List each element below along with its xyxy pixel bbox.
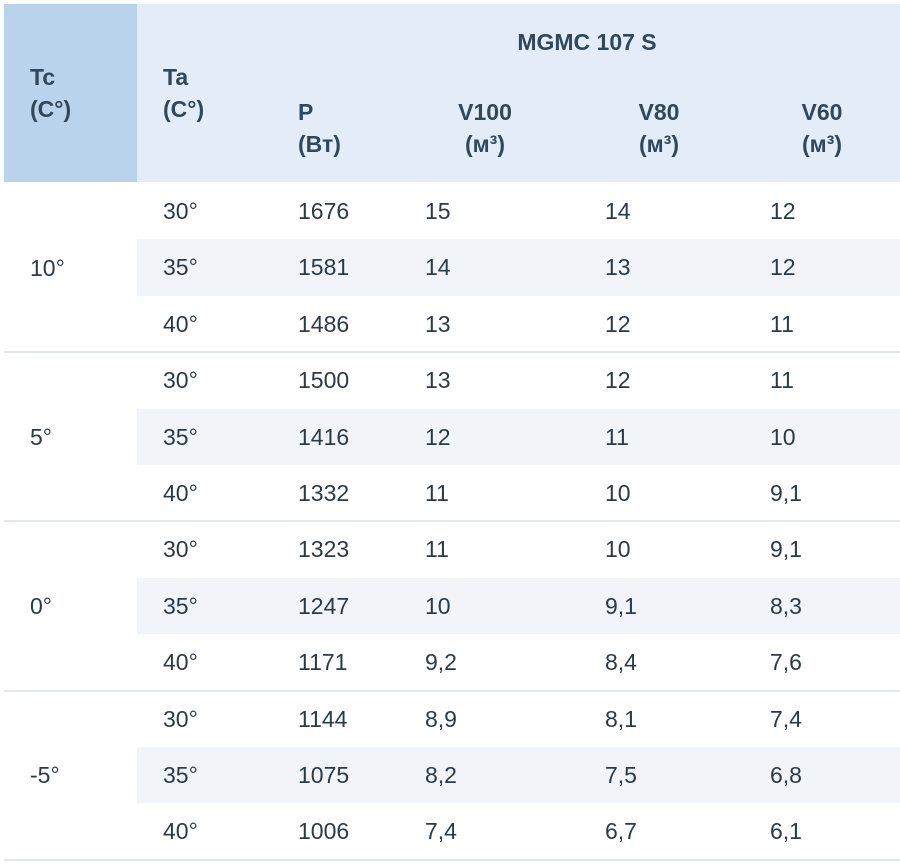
cell: 6,8: [770, 762, 802, 788]
cell: 11: [425, 480, 449, 506]
group-divider: [4, 351, 900, 354]
cell: 1416: [298, 423, 350, 450]
group-divider: [4, 520, 900, 523]
cell: 1486: [298, 310, 350, 337]
cell: 11: [605, 423, 629, 450]
column-unit: (м³): [465, 131, 505, 157]
cell: 12: [425, 423, 451, 450]
cell: 14: [425, 254, 451, 281]
group-divider: [4, 858, 900, 861]
column-unit: (м³): [802, 131, 842, 157]
tc-cell: 0°: [30, 593, 52, 619]
cell: 11: [770, 310, 794, 337]
cell: 7,5: [605, 762, 637, 788]
cell: 1247: [298, 592, 350, 619]
tc-cell: 10°: [30, 254, 65, 281]
cell: 10: [425, 592, 451, 619]
group-divider: [4, 689, 900, 692]
cell: 30°: [163, 367, 198, 394]
ta-label: Ta: [163, 64, 189, 90]
cell: 7,4: [770, 705, 802, 732]
cell: 12: [770, 198, 796, 224]
cell: 1332: [298, 480, 350, 506]
tc-unit: (C°): [30, 96, 72, 122]
cell: 1581: [298, 254, 350, 281]
row-band: [137, 239, 900, 296]
row-band: [137, 577, 900, 635]
cell: 1144: [298, 705, 348, 732]
cell: 40°: [163, 818, 198, 845]
cell: 13: [425, 367, 451, 394]
cell: 6,1: [770, 818, 802, 845]
cell: 35°: [163, 423, 198, 450]
cell: 1171: [298, 649, 348, 676]
tc-cell: 5°: [30, 423, 52, 450]
cell: 11: [425, 536, 449, 563]
cell: 9,1: [770, 536, 802, 563]
cell: 13: [425, 310, 451, 337]
column-label: V80: [638, 99, 680, 125]
cell: 40°: [163, 649, 198, 676]
tc-cell: -5°: [30, 762, 60, 789]
cell: 10: [605, 480, 631, 506]
model-title: MGMC 107 S: [517, 29, 657, 55]
header-tc-cell: [4, 4, 137, 182]
cell: 15: [425, 198, 451, 224]
cell: 14: [605, 198, 631, 224]
cell: 8,1: [605, 705, 637, 732]
cell: 1323: [298, 536, 350, 563]
cell: 8,2: [425, 762, 457, 788]
cell: 10: [605, 536, 631, 563]
cell: 9,1: [605, 592, 637, 619]
cell: 13: [605, 254, 631, 281]
row-band: [137, 747, 900, 804]
cell: 8,4: [605, 649, 637, 676]
cell: 11: [770, 367, 794, 394]
cell: 30°: [163, 198, 198, 224]
cell: 1500: [298, 367, 350, 394]
cell: 30°: [163, 536, 198, 563]
header-cell: [137, 4, 900, 182]
cell: 12: [605, 367, 631, 394]
cell: 7,6: [770, 649, 802, 676]
cell: 1075: [298, 762, 350, 788]
cell: 6,7: [605, 818, 637, 845]
cell: 12: [605, 310, 631, 337]
cell: 9,1: [770, 480, 802, 506]
cell: 9,2: [425, 649, 457, 676]
cell: 35°: [163, 254, 198, 281]
cell: 1676: [298, 198, 350, 224]
cell: 35°: [163, 592, 198, 619]
column-unit: (Вт): [298, 131, 341, 157]
cell: 7,4: [425, 818, 457, 845]
row-band: [137, 408, 900, 465]
cell: 12: [770, 254, 796, 281]
ta-unit: (C°): [163, 96, 205, 122]
cell: 40°: [163, 480, 198, 506]
cell: 8,9: [425, 705, 457, 732]
cell: 35°: [163, 762, 198, 788]
column-label: V100: [458, 99, 512, 125]
column-label: P: [298, 99, 314, 125]
cell: 10: [770, 423, 796, 450]
cell: 30°: [163, 705, 198, 732]
column-label: V60: [801, 99, 843, 125]
cell: 1006: [298, 818, 350, 845]
cell: 40°: [163, 310, 198, 337]
tc-label: Tc: [30, 64, 56, 90]
cell: 8,3: [770, 592, 802, 619]
column-unit: (м³): [639, 131, 679, 157]
